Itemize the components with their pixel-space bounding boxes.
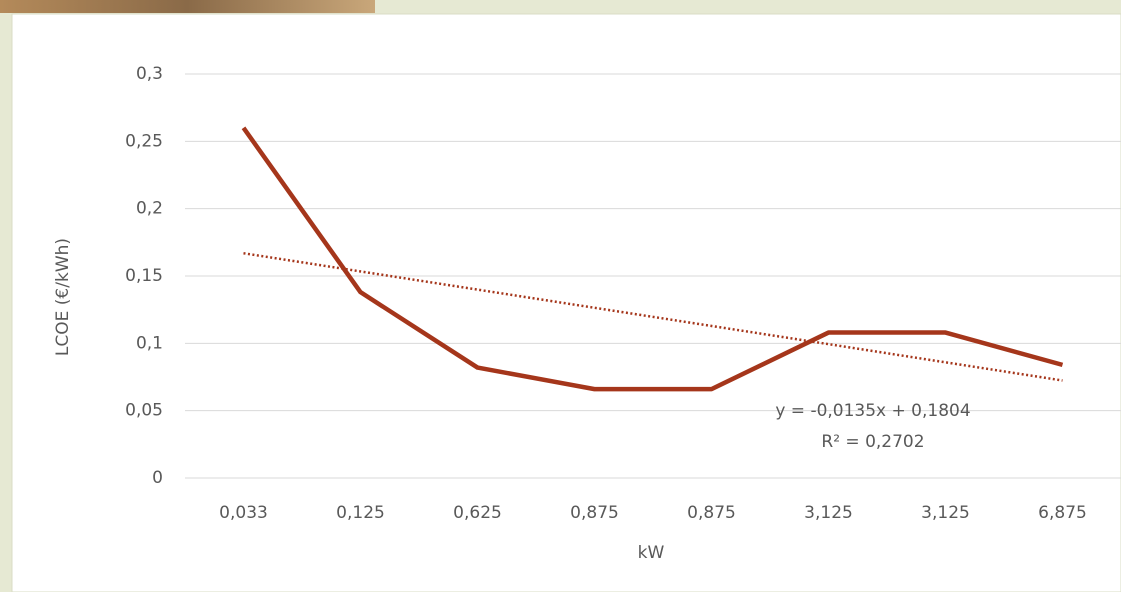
y-tick-label: 0,05: [125, 401, 163, 421]
x-tick-label: 6,875: [1038, 503, 1087, 523]
x-axis-label: kW: [638, 543, 665, 563]
photo-strip: [0, 0, 375, 13]
x-tick-label: 3,125: [921, 503, 970, 523]
chart: LCOE (€/kWh) kW 0 0,05 0,1 0,15 0,2 0,25 0,3 0,…: [0, 0, 1121, 592]
x-tick-label: 0,625: [453, 503, 502, 523]
x-tick-label: 0,875: [570, 503, 619, 523]
y-tick-label: 0,3: [136, 64, 163, 84]
x-tick-label: 0,033: [219, 503, 268, 523]
y-tick-label: 0: [152, 468, 163, 488]
x-tick-label: 3,125: [804, 503, 853, 523]
y-tick-label: 0,1: [136, 333, 163, 353]
y-axis-label: LCOE (€/kWh): [53, 238, 73, 356]
y-tick-label: 0,25: [125, 131, 163, 151]
y-tick-label: 0,15: [125, 266, 163, 286]
trendline-r-squared: R² = 0,2702: [821, 432, 924, 452]
x-tick-label: 0,125: [336, 503, 385, 523]
y-tick-label: 0,2: [136, 199, 163, 219]
trendline-equation: y = -0,0135x + 0,1804: [775, 401, 970, 421]
x-tick-label: 0,875: [687, 503, 736, 523]
